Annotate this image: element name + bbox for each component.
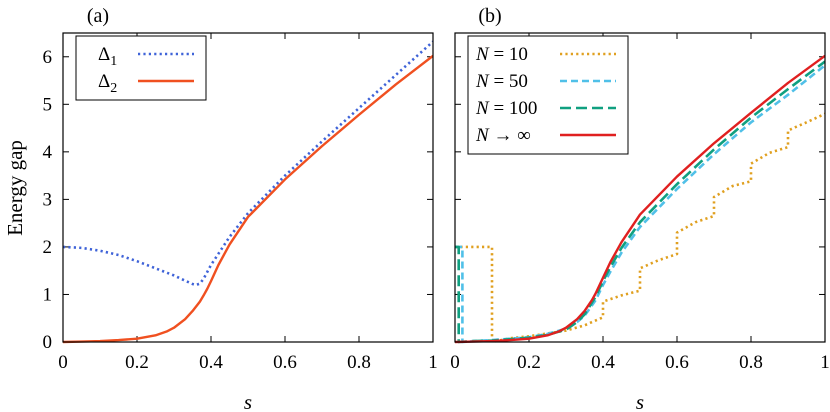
x-tick-label: 0.2 [125, 352, 149, 373]
y-tick-label: 2 [43, 237, 53, 258]
legend-label: N = 10 [475, 44, 528, 65]
y-tick-label: 0 [43, 332, 53, 353]
legend-label: N = 100 [475, 98, 537, 119]
series-line-3 [455, 54, 825, 344]
series-line-0 [63, 40, 433, 287]
y-tick-label: 5 [43, 94, 53, 115]
x-tick-label: 0 [58, 352, 68, 373]
y-tick-label: 6 [43, 47, 53, 68]
y-axis-label: Energy gap [3, 140, 27, 236]
x-tick-label: 0 [450, 352, 460, 373]
plot-frame [454, 32, 826, 343]
panel-b: (b) 0 0.2 0.4 0.6 0.8 1 s N = 10 N = 50 N = 100 N →… [450, 5, 830, 412]
series-line-1 [63, 54, 433, 344]
x-tick-label: 0.4 [199, 352, 223, 373]
x-axis-label: s [244, 390, 252, 412]
panel-label: (a) [87, 5, 109, 27]
legend-label: N → ∞ [475, 125, 531, 146]
x-tick-label: 1 [820, 352, 830, 373]
x-axis-label: s [636, 390, 644, 412]
legend-label: Δ2 [98, 71, 117, 96]
x-tick-label: 0.8 [347, 352, 371, 373]
plot-frame [62, 32, 434, 343]
x-tick-label: 0.6 [665, 352, 689, 373]
x-tick-label: 0.8 [739, 352, 763, 373]
legend-box [75, 35, 207, 101]
x-tick-label: 0.4 [591, 352, 615, 373]
legend-label: N = 50 [475, 71, 528, 92]
y-tick-label: 1 [43, 284, 53, 305]
x-tick-label: 0.6 [273, 352, 297, 373]
y-tick-label: 3 [43, 189, 53, 210]
y-tick-label: 4 [43, 142, 53, 163]
panel-label: (b) [478, 5, 501, 27]
series-line-1 [455, 64, 825, 344]
legend-label: Δ1 [98, 44, 117, 69]
x-tick-label: 0.2 [517, 352, 541, 373]
x-tick-label: 1 [428, 352, 438, 373]
